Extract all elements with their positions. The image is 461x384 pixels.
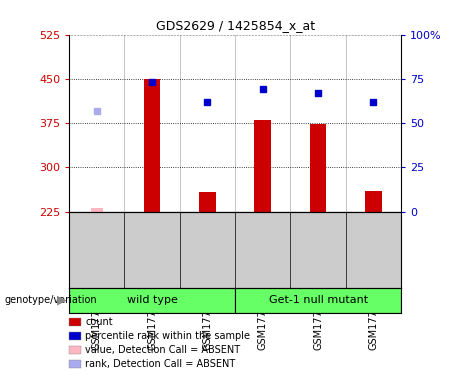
Text: percentile rank within the sample: percentile rank within the sample xyxy=(85,331,250,341)
Text: Get-1 null mutant: Get-1 null mutant xyxy=(268,295,368,305)
Bar xyxy=(144,79,160,212)
Bar xyxy=(310,124,326,212)
Bar xyxy=(254,120,271,212)
Bar xyxy=(365,191,382,212)
Bar xyxy=(199,192,216,212)
Bar xyxy=(69,288,235,313)
Bar xyxy=(91,208,103,212)
Text: rank, Detection Call = ABSENT: rank, Detection Call = ABSENT xyxy=(85,359,236,369)
Text: count: count xyxy=(85,317,113,327)
Text: genotype/variation: genotype/variation xyxy=(5,295,97,305)
Bar xyxy=(235,288,401,313)
Title: GDS2629 / 1425854_x_at: GDS2629 / 1425854_x_at xyxy=(155,19,315,32)
Text: value, Detection Call = ABSENT: value, Detection Call = ABSENT xyxy=(85,345,240,355)
Text: ▶: ▶ xyxy=(58,294,67,307)
Text: wild type: wild type xyxy=(127,295,177,305)
